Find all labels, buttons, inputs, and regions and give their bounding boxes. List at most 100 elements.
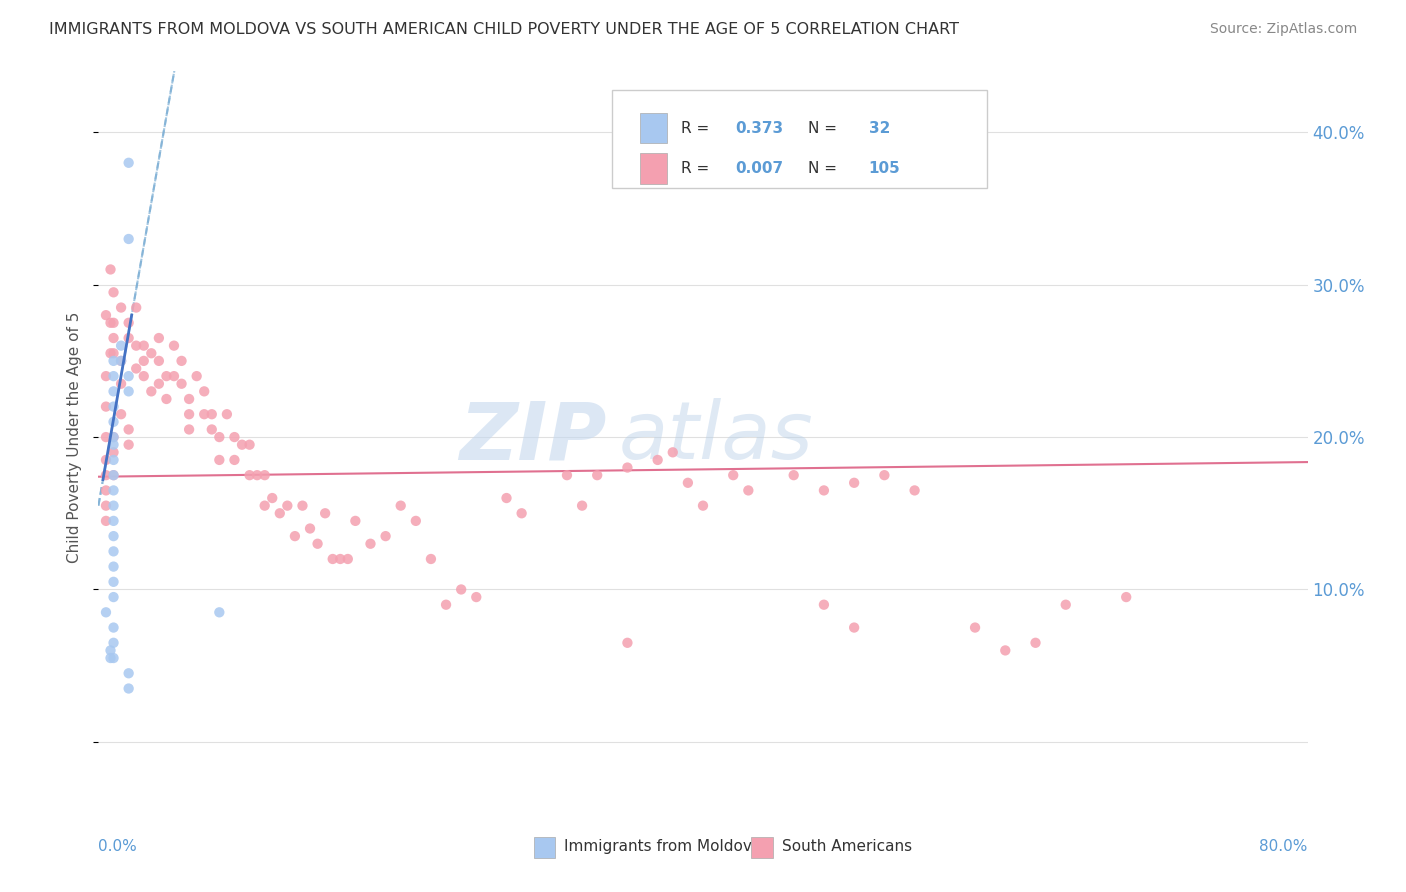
Point <box>103 316 125 330</box>
Point <box>148 354 170 368</box>
Point <box>163 369 186 384</box>
Point <box>94 605 117 619</box>
Point <box>94 468 117 483</box>
Point <box>94 308 117 322</box>
Point <box>103 438 125 452</box>
Point <box>94 400 117 414</box>
Point <box>132 354 155 368</box>
Point <box>215 407 238 421</box>
Text: Source: ZipAtlas.com: Source: ZipAtlas.com <box>1209 22 1357 37</box>
Point <box>132 369 155 384</box>
Point <box>201 422 224 436</box>
Point <box>125 301 148 315</box>
Point <box>208 430 231 444</box>
Point <box>450 582 472 597</box>
Point <box>118 316 141 330</box>
Point <box>103 369 125 384</box>
Point <box>1024 636 1046 650</box>
Y-axis label: Child Poverty Under the Age of 5: Child Poverty Under the Age of 5 <box>66 311 82 563</box>
Point <box>103 621 125 635</box>
Text: South Americans: South Americans <box>782 839 911 855</box>
Text: IMMIGRANTS FROM MOLDOVA VS SOUTH AMERICAN CHILD POVERTY UNDER THE AGE OF 5 CORRE: IMMIGRANTS FROM MOLDOVA VS SOUTH AMERICA… <box>49 22 959 37</box>
Point <box>510 506 533 520</box>
Point <box>344 514 367 528</box>
Point <box>465 590 488 604</box>
Point <box>103 544 125 558</box>
Point <box>208 453 231 467</box>
Point <box>844 475 866 490</box>
Point <box>170 354 193 368</box>
Point <box>904 483 927 498</box>
Point <box>661 445 683 459</box>
Point <box>253 468 276 483</box>
Point <box>179 407 201 421</box>
Point <box>322 552 344 566</box>
Point <box>360 537 382 551</box>
Point <box>783 468 806 483</box>
Point <box>299 521 322 535</box>
Text: ZIP: ZIP <box>458 398 606 476</box>
Point <box>125 338 148 352</box>
Point <box>110 354 132 368</box>
Point <box>307 537 329 551</box>
Point <box>148 376 170 391</box>
Point <box>813 483 835 498</box>
Point <box>994 643 1017 657</box>
Point <box>844 621 866 635</box>
Point <box>253 499 276 513</box>
Text: 0.373: 0.373 <box>735 120 783 136</box>
Point <box>193 407 215 421</box>
Point <box>110 354 132 368</box>
Point <box>374 529 396 543</box>
Point <box>246 468 269 483</box>
Point <box>103 529 125 543</box>
Point <box>103 574 125 589</box>
Point <box>103 346 125 360</box>
Point <box>118 369 141 384</box>
Point <box>94 483 117 498</box>
Text: Immigrants from Moldova: Immigrants from Moldova <box>564 839 761 855</box>
Point <box>965 621 987 635</box>
Point <box>148 331 170 345</box>
Point <box>434 598 457 612</box>
Point <box>110 376 132 391</box>
Point <box>103 453 125 467</box>
Point <box>118 384 141 399</box>
Point <box>155 392 177 406</box>
Point <box>269 506 291 520</box>
Point <box>110 338 132 352</box>
Point <box>100 346 122 360</box>
Text: 0.007: 0.007 <box>735 161 783 176</box>
Text: 80.0%: 80.0% <box>1260 839 1308 855</box>
Point <box>813 598 835 612</box>
Point <box>103 514 125 528</box>
Text: N =: N = <box>808 161 842 176</box>
Text: R =: R = <box>682 120 714 136</box>
Point <box>737 483 759 498</box>
Point <box>103 445 125 459</box>
Point <box>103 331 125 345</box>
Point <box>110 301 132 315</box>
Point <box>336 552 359 566</box>
Point <box>314 506 336 520</box>
Point <box>103 430 125 444</box>
Point <box>1054 598 1077 612</box>
Point <box>208 605 231 619</box>
Point <box>676 475 699 490</box>
Text: N =: N = <box>808 120 842 136</box>
Point <box>118 666 141 681</box>
Point <box>118 438 141 452</box>
Point <box>94 453 117 467</box>
Point <box>125 361 148 376</box>
Point <box>201 407 224 421</box>
Point <box>100 651 122 665</box>
Point <box>239 438 262 452</box>
Point <box>103 559 125 574</box>
Point <box>103 651 125 665</box>
Point <box>100 316 122 330</box>
Point <box>873 468 896 483</box>
Point <box>118 155 141 169</box>
Point <box>231 438 253 452</box>
Point <box>103 636 125 650</box>
Point <box>179 392 201 406</box>
